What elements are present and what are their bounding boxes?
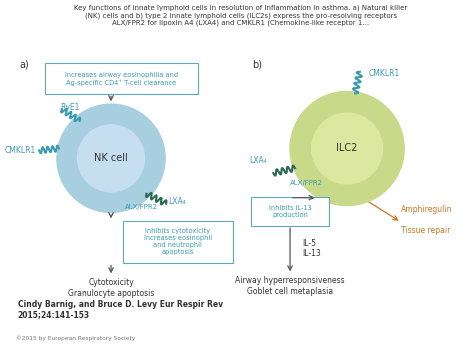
Circle shape: [78, 125, 145, 192]
Circle shape: [57, 104, 165, 212]
Text: CMKLR1: CMKLR1: [5, 146, 36, 155]
Text: Tissue repair: Tissue repair: [401, 226, 451, 235]
FancyBboxPatch shape: [251, 197, 329, 226]
Text: Cindy Barnig, and Bruce D. Levy Eur Respir Rev
2015;24:141-153: Cindy Barnig, and Bruce D. Levy Eur Resp…: [18, 300, 223, 320]
FancyBboxPatch shape: [45, 64, 198, 94]
Text: Inhibits IL-13
production: Inhibits IL-13 production: [269, 205, 311, 218]
Text: CMKLR1: CMKLR1: [369, 69, 400, 78]
Text: IL-5
IL-13: IL-5 IL-13: [302, 239, 320, 258]
Text: a): a): [19, 60, 29, 70]
Text: Key functions of innate lymphoid cells in resolution of inflammation in asthma. : Key functions of innate lymphoid cells i…: [74, 5, 408, 26]
Text: ILC2: ILC2: [337, 143, 358, 153]
Text: ©2015 by European Respiratory Society: ©2015 by European Respiratory Society: [16, 335, 135, 341]
Text: LXA₄: LXA₄: [168, 197, 186, 206]
Text: LXA₄: LXA₄: [250, 156, 267, 165]
Text: RvE1: RvE1: [60, 103, 79, 112]
Circle shape: [290, 92, 404, 206]
Text: b): b): [252, 60, 262, 70]
Text: ALX/FPR2: ALX/FPR2: [290, 180, 323, 186]
Text: Airway hyperresponsiveness
Goblet cell metaplasia: Airway hyperresponsiveness Goblet cell m…: [235, 276, 345, 296]
Text: Amphiregulin: Amphiregulin: [401, 206, 453, 214]
FancyBboxPatch shape: [123, 221, 233, 263]
Text: NK cell: NK cell: [94, 153, 128, 163]
Text: Inhibits cytotoxicity
Increases eosinophil
and neutrophil
apoptosis: Inhibits cytotoxicity Increases eosinoph…: [144, 228, 212, 256]
Text: ALX/FPR2: ALX/FPR2: [125, 203, 158, 209]
Text: Increases airway eosinophilia and
Ag-specific CD4⁺ T-cell clearance: Increases airway eosinophilia and Ag-spe…: [65, 72, 178, 86]
Circle shape: [312, 113, 383, 184]
Text: Cytotoxicity
Granulocyte apoptosis: Cytotoxicity Granulocyte apoptosis: [68, 278, 154, 298]
